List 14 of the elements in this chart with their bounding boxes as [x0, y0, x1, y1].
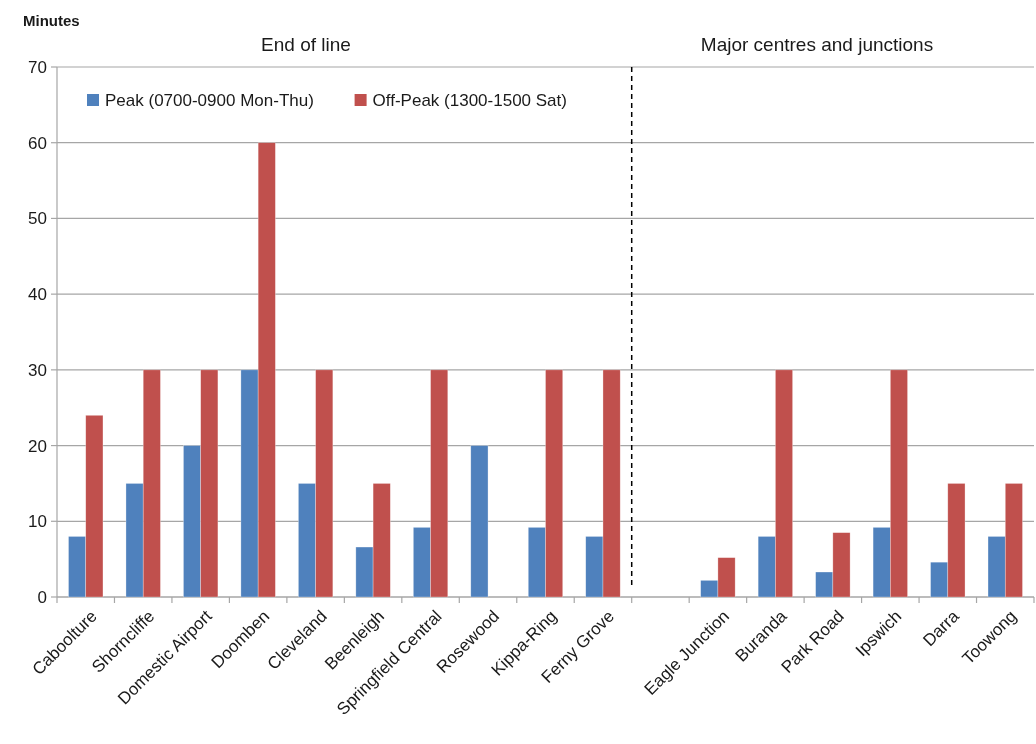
text: End of line — [261, 34, 351, 55]
y-axis-title: Minutes — [23, 12, 80, 29]
bar — [470, 445, 489, 598]
legend-label: Off-Peak (1300-1500 Sat) — [372, 90, 567, 110]
y-tick-label: 70 — [28, 57, 47, 77]
y-tick-label: 30 — [28, 360, 47, 380]
y-tick-label: 10 — [28, 512, 47, 532]
y-tick-label: 40 — [28, 285, 47, 305]
legend-label: Peak (0700-0900 Mon-Thu) — [105, 90, 314, 110]
y-tick-label: 50 — [28, 209, 47, 229]
text: Major centres and junctions — [700, 34, 934, 55]
y-tick-label: 20 — [28, 436, 47, 456]
y-tick-label: 60 — [28, 133, 47, 153]
y-tick-label: 0 — [37, 587, 47, 607]
